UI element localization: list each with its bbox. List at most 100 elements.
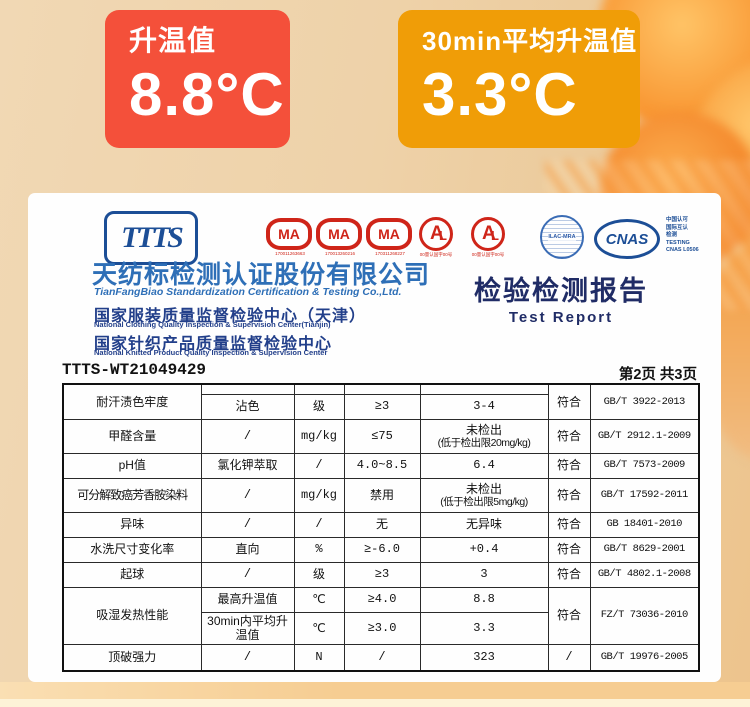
company-name-cn: 天纺标检测认证股份有限公司: [92, 261, 431, 289]
cell-sub-item: 直向: [200, 536, 295, 563]
avg-temp-rise-value: 3.3°C: [422, 61, 578, 128]
cell-unit: /: [293, 511, 345, 538]
cell-result: 未检出 (低于检出限5mg/kg): [419, 477, 549, 513]
cell-result: 3-4: [419, 393, 549, 420]
table-row-continuation: 耐汗渍色牢度 符合 GB/T 3922-2013: [62, 383, 700, 420]
cell-empty: [343, 383, 421, 395]
cell-sub-item: 最高升温值: [200, 586, 295, 613]
cell-pass: 符合: [547, 452, 591, 479]
cell-requirement: /: [343, 643, 421, 672]
cal-stamp-number: 00量认国字00号: [419, 252, 453, 257]
cnas-line: 国际互认: [666, 224, 689, 231]
cell-item: 可分解致癌芳香胺染料: [62, 477, 202, 513]
cell-pass: 符合: [547, 383, 591, 420]
cell-empty: [200, 383, 295, 395]
test-results-table: 耐汗渍色牢度 符合 GB/T 3922-2013 沾色 级 ≥3 3-4: [62, 383, 700, 672]
temp-rise-value: 8.8°C: [129, 61, 285, 128]
cal-stamp: A L 00量认国字00号: [468, 217, 508, 258]
cell-unit: N: [293, 643, 345, 672]
cma-stamp: MA 170013260216: [316, 218, 364, 257]
cal-stamp: A L 00量认国字00号: [416, 217, 456, 258]
cell-result: +0.4: [419, 536, 549, 563]
ilac-mra-label: ILAC-MRA: [548, 233, 576, 241]
report-title: 检验检测报告 Test Report: [456, 275, 666, 329]
avg-temp-rise-label: 30min平均升温值: [422, 26, 638, 56]
cnas-logo-text: CNAS: [605, 230, 649, 248]
table-row: 沾色 级 ≥3 3-4: [63, 393, 699, 420]
cell-standard: GB/T 3922-2013: [589, 383, 700, 420]
cnas-line: CNAS L0506: [666, 247, 699, 253]
cell-standard: GB/T 8629-2001: [589, 536, 700, 563]
table-row: 30min内平均升温值 ℃ ≥3.0 3.3: [63, 611, 699, 645]
cell-requirement: 禁用: [343, 477, 421, 513]
table-row: 可分解致癌芳香胺染料 / mg/kg 禁用 未检出 (低于检出限5mg/kg) …: [62, 477, 700, 513]
cell-requirement: ≥4.0: [343, 586, 421, 613]
cal-letter-a: A: [482, 223, 496, 244]
table-row: 水洗尺寸变化率 直向 % ≥-6.0 +0.4 符合 GB/T 8629-200…: [62, 536, 700, 563]
cell-standard: GB/T 4802.1-2008: [589, 561, 700, 588]
cell-sub-item: /: [200, 477, 295, 513]
cal-stamp-icon: A L: [471, 217, 505, 251]
result-line1: 未检出: [465, 422, 502, 437]
result-line2: (低于检出限5mg/kg): [440, 495, 528, 508]
cell-standard: GB/T 7573-2009: [589, 452, 700, 479]
table-row: 甲醛含量 / mg/kg ≤75 未检出 (低于检出限20mg/kg) 符合 G…: [62, 418, 700, 454]
cell-result: 6.4: [419, 452, 549, 479]
ttts-logo: TTTS: [104, 211, 198, 265]
report-title-cn: 检验检测报告: [474, 276, 648, 306]
center2-name-en: National Knitted Product Quality Inspect…: [94, 348, 328, 357]
result-line2: (低于检出限20mg/kg): [437, 436, 531, 449]
temp-rise-label: 升温值: [129, 25, 217, 56]
ilac-mra-stamp-icon: ILAC-MRA: [540, 215, 584, 259]
cell-sub-item: /: [200, 511, 295, 538]
cnas-logo: CNAS: [594, 219, 660, 259]
cell-standard: GB/T 19976-2005: [589, 643, 700, 672]
cal-stamp-number: 00量认国字00号: [471, 252, 505, 257]
report-number: TTTS-WT21049429: [62, 361, 207, 379]
cell-requirement: 无: [343, 511, 421, 538]
cal-letter-a: A: [430, 223, 444, 244]
cell-result: 无异味: [419, 511, 549, 538]
cell-item: 起球: [62, 561, 202, 588]
cell-item: 顶破强力: [62, 643, 202, 672]
company-name-en: TianFangBiao Standardization Certificati…: [94, 286, 402, 298]
cma-stamp-number: 170013260216: [324, 251, 356, 256]
cell-sub-item: /: [200, 643, 295, 672]
cell-standard: GB 18401-2010: [589, 511, 700, 538]
cell-item: 耐汗渍色牢度: [62, 383, 202, 420]
cell-requirement: 4.0~8.5: [343, 452, 421, 479]
cell-unit: mg/kg: [293, 477, 345, 513]
cma-stamp: MA 170311268227: [366, 218, 414, 257]
cell-sub-item: 30min内平均升温值: [200, 611, 295, 645]
cell-result: 3: [419, 561, 549, 588]
test-report-card: TTTS MA 170011263663 MA 170013260216 MA …: [28, 193, 721, 682]
cal-letter-l: L: [439, 228, 447, 243]
cma-stamp-icon: MA: [316, 218, 362, 250]
cell-empty: [293, 383, 345, 395]
cell-result: 8.8: [419, 586, 549, 613]
cell-standard: GB/T 17592-2011: [589, 477, 700, 513]
cell-standard: GB/T 2912.1-2009: [589, 418, 700, 454]
cell-requirement: ≥3: [343, 393, 421, 420]
cell-empty: [419, 383, 549, 395]
cal-letter-l: L: [491, 228, 499, 243]
cell-unit: ℃: [293, 586, 345, 613]
page-indicator: 第2页 共3页: [618, 367, 697, 383]
cma-stamp-number: 170311268227: [375, 251, 405, 256]
cell-pass: 符合: [547, 477, 591, 513]
cell-requirement: ≥-6.0: [343, 536, 421, 563]
cell-unit: %: [293, 536, 345, 563]
cell-result: 未检出 (低于检出限20mg/kg): [419, 418, 549, 454]
cell-requirement: ≤75: [343, 418, 421, 454]
cell-pass: /: [547, 643, 591, 672]
avg-temp-rise-badge: 30min平均升温值 3.3°C: [398, 10, 640, 148]
ttts-logo-text: TTTS: [121, 221, 184, 254]
cnas-line: 中国认可: [666, 217, 689, 223]
bottom-band-light: [0, 699, 750, 707]
cell-requirement: ≥3: [343, 561, 421, 588]
cell-pass: 符合: [547, 561, 591, 588]
cell-unit: 级: [293, 393, 345, 420]
table-row: 顶破强力 / N / 323 / GB/T 19976-2005: [62, 643, 700, 672]
cell-pass: 符合: [547, 536, 591, 563]
